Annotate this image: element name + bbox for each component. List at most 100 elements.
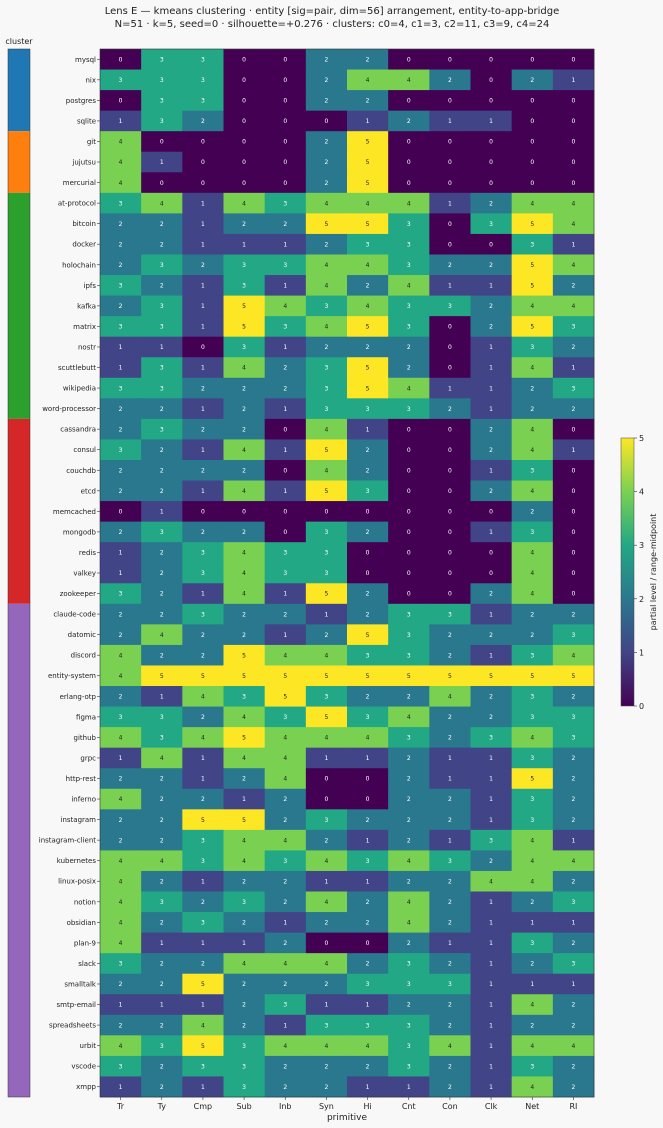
heatmap-cell: [182, 1076, 224, 1098]
cell-value-label: 1: [448, 755, 452, 762]
row-label: git: [87, 138, 96, 146]
heatmap-cell: [552, 809, 595, 831]
cell-value-label: 4: [407, 283, 411, 290]
heatmap-cell: [305, 295, 348, 317]
cell-value-label: 1: [119, 1084, 123, 1091]
heatmap-cell: [552, 69, 595, 91]
cell-value-label: 2: [489, 632, 493, 639]
heatmap-cell: [470, 1035, 513, 1057]
heatmap-cell: [552, 870, 595, 892]
cell-value-label: 2: [119, 837, 123, 844]
heatmap-cell: [388, 644, 430, 666]
cell-value-label: 1: [572, 365, 576, 372]
heatmap-cell: [264, 644, 307, 666]
cell-value-label: 0: [448, 221, 452, 228]
row-label: bitcoin: [72, 220, 96, 228]
column-label: Net: [525, 1102, 539, 1111]
cell-value-label: 4: [530, 735, 534, 742]
heatmap-cell: [264, 686, 307, 707]
cell-value-label: 5: [242, 817, 246, 824]
heatmap-cell: [347, 994, 389, 1016]
heatmap-cell: [429, 377, 471, 399]
cell-value-label: 2: [448, 1022, 452, 1029]
cell-value-label: 2: [160, 837, 164, 844]
cell-value-label: 4: [119, 159, 123, 166]
cell-value-label: 2: [325, 981, 329, 988]
heatmap-cell: [429, 398, 471, 420]
heatmap-cell: [305, 275, 348, 296]
heatmap-cell: [305, 1014, 348, 1036]
cell-value-label: 2: [119, 221, 123, 228]
cell-value-label: 2: [530, 632, 534, 639]
heatmap-cell: [100, 870, 142, 892]
cell-value-label: 3: [325, 529, 329, 536]
cell-value-label: 3: [407, 221, 411, 228]
cell-value-label: 2: [448, 735, 452, 742]
heatmap-cell: [429, 90, 471, 112]
heatmap-cell: [141, 1055, 183, 1077]
cell-value-label: 2: [407, 776, 411, 783]
heatmap-cell: [470, 233, 513, 255]
heatmap-cell: [223, 233, 266, 255]
heatmap-cell: [470, 727, 513, 749]
heatmap-cell: [552, 829, 595, 851]
cell-value-label: 4: [119, 652, 123, 659]
heatmap-cell: [305, 49, 348, 70]
cell-value-label: 3: [530, 714, 534, 721]
heatmap-cell: [429, 1076, 471, 1098]
cell-value-label: 2: [119, 262, 123, 269]
cell-value-label: 0: [572, 180, 576, 187]
heatmap-cell: [388, 932, 430, 954]
cell-value-label: 2: [119, 981, 123, 988]
cell-value-label: 1: [201, 591, 205, 598]
cell-value-label: 0: [407, 488, 411, 495]
cluster-block: [8, 131, 30, 193]
cell-value-label: 2: [530, 1022, 534, 1029]
cell-value-label: 1: [242, 796, 246, 803]
cell-value-label: 0: [448, 570, 452, 577]
heatmap-cell: [264, 275, 307, 296]
cell-value-label: 0: [572, 550, 576, 557]
heatmap-cell: [552, 624, 595, 646]
cell-value-label: 2: [201, 426, 205, 433]
heatmap-cell: [429, 192, 471, 214]
heatmap-cell: [429, 1055, 471, 1077]
heatmap-cell: [552, 501, 595, 523]
cell-value-label: 1: [489, 283, 493, 290]
heatmap-cell: [141, 809, 183, 831]
cell-value-label: 5: [201, 981, 205, 988]
cell-value-label: 2: [119, 488, 123, 495]
cell-value-label: 2: [530, 406, 534, 413]
heatmap-cell: [100, 686, 142, 707]
cell-value-label: 5: [366, 673, 370, 680]
row-label: wikipedia: [63, 385, 96, 393]
cell-value-label: 0: [489, 139, 493, 146]
cell-value-label: 4: [283, 303, 287, 310]
cell-value-label: 2: [448, 262, 452, 269]
row-label: mercurial: [63, 179, 96, 187]
cell-value-label: 2: [160, 1063, 164, 1070]
heatmap-cell: [141, 377, 183, 399]
cell-value-label: 0: [489, 180, 493, 187]
heatmap-cell: [305, 357, 348, 379]
cell-value-label: 4: [325, 262, 329, 269]
heatmap-cell: [100, 603, 142, 625]
heatmap-cell: [429, 809, 471, 831]
heatmap-cell: [223, 110, 266, 132]
heatmap-cell: [511, 973, 554, 995]
heatmap-cell: [470, 316, 513, 338]
row-label: datomic: [68, 631, 97, 639]
cell-value-label: 1: [283, 447, 287, 454]
cell-value-label: 2: [366, 899, 370, 906]
heatmap-cell: [388, 480, 430, 502]
cell-value-label: 0: [572, 98, 576, 105]
heatmap-cell: [223, 254, 266, 276]
heatmap-cell: [552, 953, 595, 975]
heatmap-cell: [429, 275, 471, 296]
cell-value-label: 2: [160, 591, 164, 598]
heatmap-cell: [347, 706, 389, 728]
cell-value-label: 4: [119, 1043, 123, 1050]
heatmap-cell: [388, 336, 430, 358]
cell-value-label: 1: [325, 878, 329, 885]
heatmap-cell: [347, 49, 389, 70]
